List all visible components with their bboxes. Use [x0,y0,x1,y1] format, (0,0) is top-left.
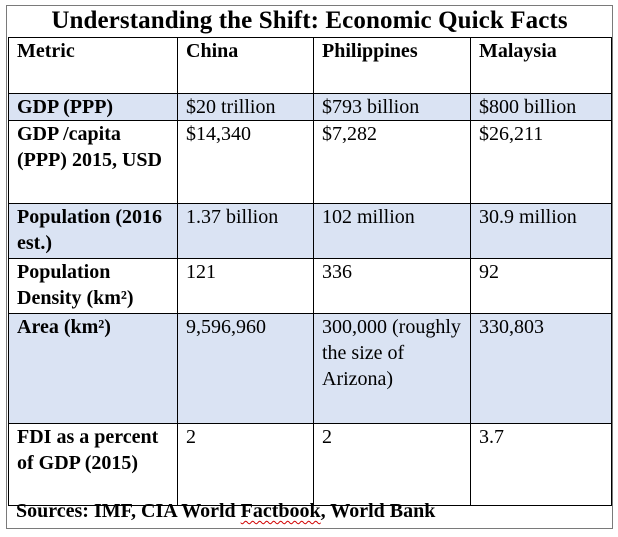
malaysia-cell: 3.7 [470,423,612,506]
sources-prefix: Sources: IMF, CIA World [16,500,241,522]
malaysia-cell: 30.9 million [470,203,612,259]
header-metric: Metric [8,37,178,94]
sources-suffix: , World Bank [320,500,436,522]
table-row: Area (km²) 9,596,960 300,000 (roughly th… [8,313,612,424]
china-cell: $20 trillion [177,93,314,121]
philippines-cell: $7,282 [313,120,471,204]
facts-table: Metric China Philippines Malaysia GDP (P… [8,37,612,506]
header-malaysia: Malaysia [470,37,612,94]
header-row: Metric China Philippines Malaysia [8,37,612,94]
metric-cell: FDI as a percent of GDP (2015) [8,423,178,506]
metric-cell: GDP /capita (PPP) 2015, USD [8,120,178,204]
table-row: GDP /capita (PPP) 2015, USD $14,340 $7,2… [8,120,612,204]
philippines-cell: $793 billion [313,93,471,121]
china-cell: 1.37 billion [177,203,314,259]
metric-cell: Population Density (km²) [8,258,178,314]
table-title: Understanding the Shift: Economic Quick … [51,7,568,34]
philippines-cell: 2 [313,423,471,506]
table-row: FDI as a percent of GDP (2015) 2 2 3.7 [8,423,612,506]
philippines-cell: 102 million [313,203,471,259]
table-row: Population (2016 est.) 1.37 billion 102 … [8,203,612,259]
malaysia-cell: 92 [470,258,612,314]
philippines-cell: 336 [313,258,471,314]
spellcheck-flagged-word: Factbook [240,500,321,522]
china-cell: 121 [177,258,314,314]
malaysia-cell: 330,803 [470,313,612,424]
sources-note: Sources: IMF, CIA World Factbook, World … [16,497,435,525]
table-row: Population Density (km²) 121 336 92 [8,258,612,314]
table-row: GDP (PPP) $20 trillion $793 billion $800… [8,93,612,121]
metric-cell: Area (km²) [8,313,178,424]
header-china: China [177,37,314,94]
philippines-cell: 300,000 (roughly the size of Arizona) [313,313,471,424]
china-cell: 2 [177,423,314,506]
china-cell: 9,596,960 [177,313,314,424]
header-philippines: Philippines [313,37,471,94]
metric-cell: Population (2016 est.) [8,203,178,259]
china-cell: $14,340 [177,120,314,204]
malaysia-cell: $26,211 [470,120,612,204]
malaysia-cell: $800 billion [470,93,612,121]
metric-cell: GDP (PPP) [8,93,178,121]
